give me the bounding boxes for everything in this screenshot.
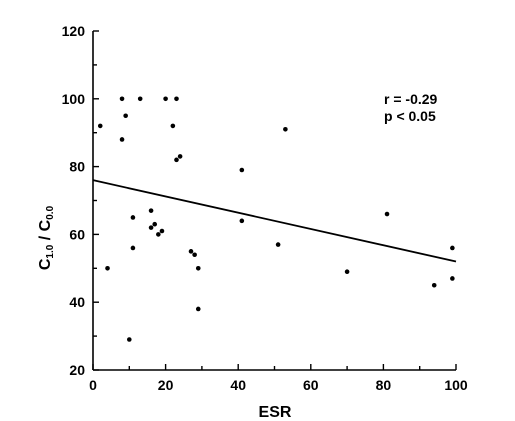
x-tick-label: 0 (89, 377, 97, 393)
data-point (127, 337, 132, 342)
data-point (275, 242, 281, 247)
data-points (97, 96, 455, 342)
axes (92, 31, 456, 371)
x-tick-label: 40 (230, 377, 246, 393)
x-tick-label: 100 (444, 377, 468, 393)
y-tick-label: 40 (69, 294, 85, 310)
data-point (239, 167, 245, 173)
data-point (188, 249, 194, 254)
x-tick-label: 80 (376, 377, 392, 393)
data-point (148, 225, 154, 230)
y-tick-label: 120 (62, 23, 86, 39)
data-point (119, 96, 125, 102)
y-tick-label: 100 (62, 91, 86, 107)
y-tick-label: 60 (69, 226, 85, 242)
data-point (192, 252, 197, 258)
x-tick-label: 20 (158, 377, 174, 393)
y-title-sub1: 1.0 (45, 244, 56, 258)
data-point (174, 157, 179, 163)
y-title-sub2: 0.0 (45, 205, 56, 219)
data-point (152, 221, 158, 227)
data-point (384, 211, 390, 217)
data-point (431, 282, 437, 288)
regression-line (92, 179, 457, 263)
y-title-c2: C (37, 219, 54, 231)
data-point (170, 123, 176, 129)
data-point (97, 123, 103, 129)
data-point (283, 127, 288, 132)
y-title-c1: C (37, 258, 54, 270)
y-ticks: 20 40 60 80 100 120 (62, 23, 99, 378)
x-tick-label: 60 (303, 377, 319, 393)
x-axis-title: ESR (259, 404, 292, 421)
data-point (119, 137, 125, 142)
x-ticks: 0 20 40 60 80 100 (89, 364, 468, 393)
p-annotation: p < 0.05 (384, 108, 436, 124)
data-point (239, 218, 245, 224)
data-point (195, 306, 201, 312)
data-point (177, 154, 183, 159)
data-point (137, 96, 143, 102)
data-point (163, 96, 168, 102)
data-point (130, 215, 136, 220)
y-tick-label: 20 (69, 362, 85, 378)
r-annotation: r = -0.29 (384, 91, 438, 107)
data-point (105, 266, 110, 271)
y-title-slash: / (37, 231, 54, 244)
fit-line-group (92, 179, 457, 263)
data-point (174, 96, 179, 102)
data-point (159, 228, 165, 234)
data-point (344, 269, 350, 274)
data-point (195, 266, 201, 271)
data-point (148, 208, 154, 213)
data-point (450, 276, 455, 281)
y-tick-label: 80 (69, 159, 85, 175)
data-point (130, 245, 136, 251)
data-point (123, 113, 128, 119)
data-point (156, 232, 161, 237)
data-point (450, 245, 455, 251)
y-axis-title: C1.0 / C0.0 (37, 205, 56, 270)
